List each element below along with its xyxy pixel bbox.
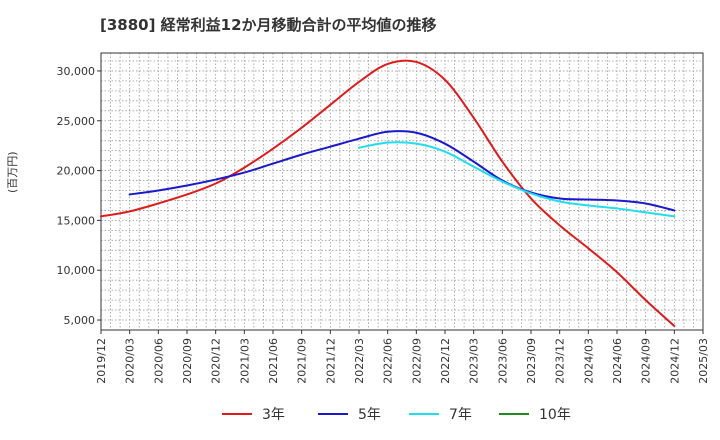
legend-label-2: 5年 [358, 407, 381, 423]
x-tick-label: 2023/09 [525, 338, 538, 384]
y-tick-label: 30,000 [57, 65, 96, 78]
y-tick-label: 5,000 [64, 314, 96, 327]
y-tick-label: 25,000 [57, 115, 96, 128]
x-tick-label: 2021/12 [324, 338, 337, 384]
series-line-1 [100, 59, 676, 328]
x-tick-label: 2019/12 [95, 338, 108, 384]
x-tick-label: 2020/12 [210, 338, 223, 384]
legend-label-3: 7年 [449, 407, 472, 423]
y-tick-label: 20,000 [57, 165, 96, 178]
y-tick-labels: 5,000 10,000 15,000 20,000 25,000 30,000 [57, 65, 96, 327]
y-tick-label: 15,000 [57, 214, 96, 227]
x-tick-label: 2022/06 [382, 338, 395, 384]
x-tick-label: 2024/12 [668, 338, 681, 384]
x-tick-label: 2023/06 [496, 338, 509, 384]
x-tick-label: 2023/03 [468, 338, 481, 384]
legend: 3年 5年 7年 10年 [222, 407, 571, 423]
series-line-3 [358, 141, 676, 218]
x-tick-label: 2021/09 [296, 338, 309, 384]
legend-label-4: 10年 [539, 407, 571, 423]
y-tick-label: 10,000 [57, 264, 96, 277]
x-tick-label: 2024/06 [611, 338, 624, 384]
series-lines [100, 59, 676, 328]
x-tick-label: 2020/09 [181, 338, 194, 384]
x-tick-label: 2021/03 [238, 338, 251, 384]
x-tick-label: 2024/09 [640, 338, 653, 384]
x-tick-label: 2022/12 [439, 338, 452, 384]
x-tick-label: 2023/12 [554, 338, 567, 384]
x-tick-labels: 2019/12 2020/03 2020/06 2020/09 2020/12 2021/… [95, 338, 710, 384]
axes [97, 52, 704, 334]
x-tick-label: 2025/03 [697, 338, 710, 384]
x-tick-label: 2022/03 [353, 338, 366, 384]
plot-area [101, 53, 703, 330]
x-tick-label: 2021/06 [267, 338, 280, 384]
x-tick-label: 2022/09 [410, 338, 423, 384]
x-tick-label: 2020/06 [152, 338, 165, 384]
grid-lines [101, 53, 703, 331]
x-tick-label: 2020/03 [124, 338, 137, 384]
series-line-2 [128, 130, 676, 212]
legend-label-1: 3年 [262, 407, 285, 423]
chart-title: [3880] 経常利益12か月移動合計の平均値の推移 [100, 16, 437, 34]
plot-frame [100, 52, 704, 331]
x-tick-label: 2024/03 [582, 338, 595, 384]
